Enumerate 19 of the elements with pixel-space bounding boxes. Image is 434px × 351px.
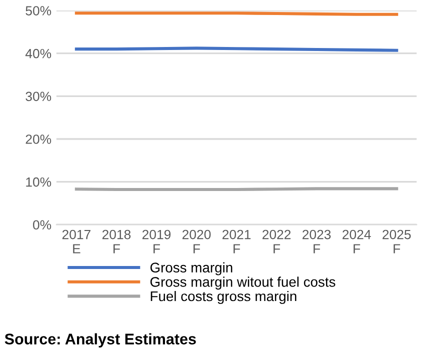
y-tick-label: 10%	[26, 177, 52, 187]
source-note: Source: Analyst Estimates	[4, 333, 196, 348]
y-tick-label: 30%	[26, 92, 52, 102]
x-tick-label: 2020 F	[182, 230, 211, 254]
x-tick-label: 2024 F	[342, 230, 371, 254]
legend-label: Gross margin witout fuel costs	[150, 276, 336, 290]
x-tick-label: 2023 F	[302, 230, 331, 254]
x-tick-label: 2019 F	[142, 230, 171, 254]
x-tick-label: 2022 F	[262, 230, 291, 254]
legend-label: Gross margin	[150, 262, 232, 276]
x-tick-label: 2018 F	[102, 230, 131, 254]
y-tick-label: 40%	[25, 48, 52, 58]
x-tick-label: 2021 F	[222, 230, 251, 254]
x-tick-label: 2017 E	[62, 230, 90, 254]
legend-label: Fuel costs gross margin	[150, 290, 296, 304]
y-tick-label: 50%	[26, 6, 52, 16]
y-tick-label: 20%	[26, 134, 52, 144]
y-tick-label: 0%	[33, 220, 52, 230]
x-tick-label: 2025 F	[382, 230, 411, 254]
